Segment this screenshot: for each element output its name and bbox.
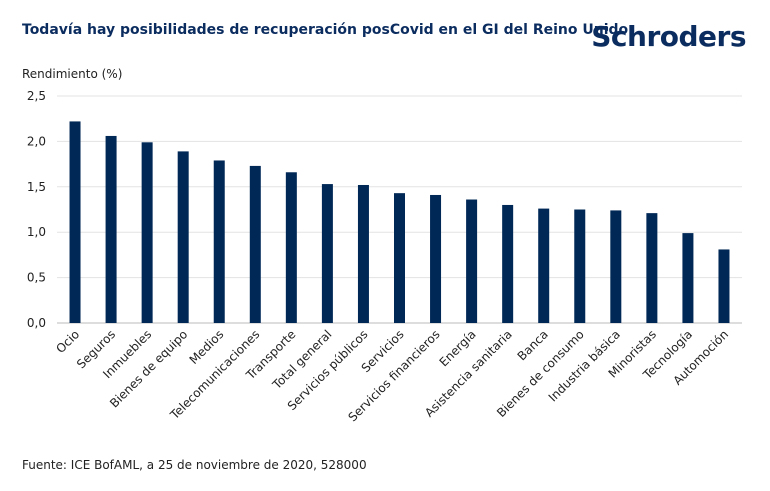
y-tick-label: 1,5 (27, 180, 46, 194)
y-tick-label: 1,0 (27, 225, 46, 239)
bar (538, 208, 550, 323)
bar (213, 160, 225, 323)
bar (610, 210, 622, 323)
bar (177, 151, 189, 323)
bar (574, 209, 586, 323)
bar (502, 204, 514, 323)
y-tick-label: 2,0 (27, 134, 46, 148)
bar (357, 184, 369, 323)
y-axis-label: Rendimiento (%) (22, 67, 123, 81)
bar (249, 165, 261, 323)
source-note: Fuente: ICE BofAML, a 25 de noviembre de… (22, 458, 367, 472)
bar (285, 172, 297, 323)
bar (466, 199, 478, 323)
bar (321, 184, 333, 323)
bar (718, 249, 730, 323)
bar (682, 233, 694, 323)
bar (646, 213, 658, 323)
y-tick-label: 0,0 (27, 316, 46, 330)
bar (69, 121, 81, 323)
y-tick-label: 2,5 (27, 89, 46, 103)
schroders-logo: Schroders (591, 20, 746, 53)
bar (394, 193, 405, 323)
bar (430, 194, 442, 323)
x-tick-label: Ocio (53, 327, 82, 356)
bar (105, 135, 117, 323)
y-tick-label: 0,5 (27, 271, 46, 285)
chart-title: Todavía hay posibilidades de recuperació… (22, 22, 629, 38)
bar (141, 142, 153, 323)
